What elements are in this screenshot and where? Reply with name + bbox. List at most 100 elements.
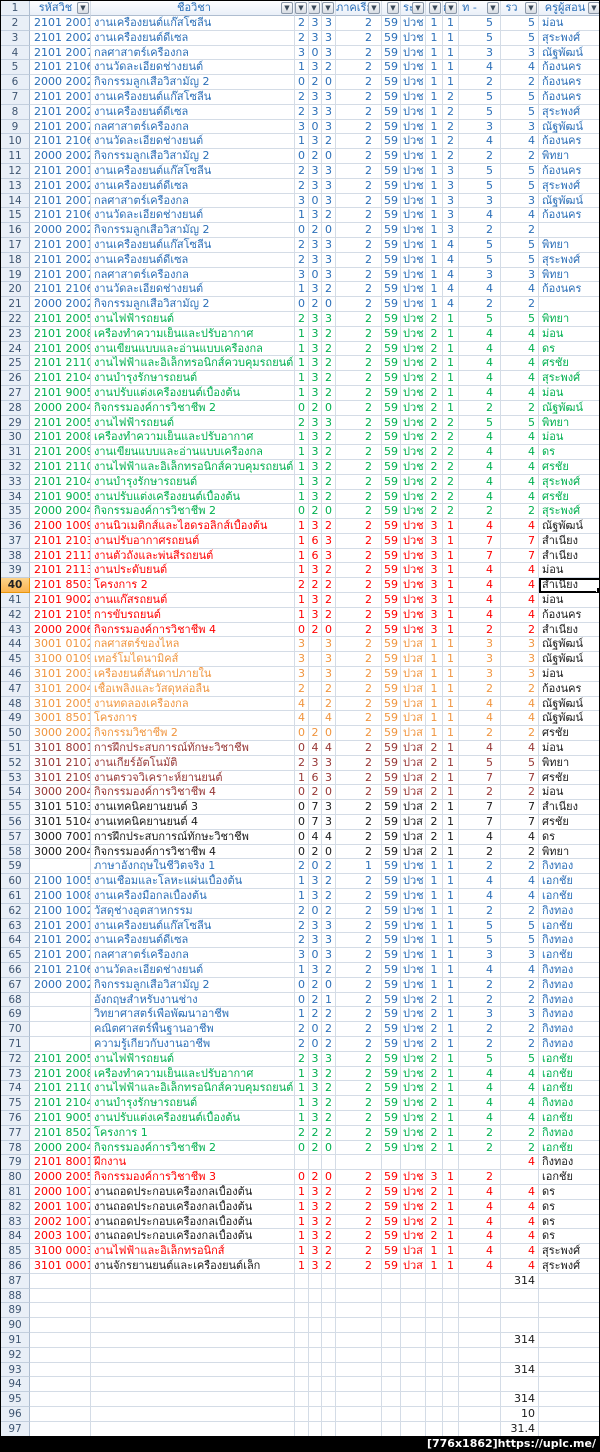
cell-total[interactable]: 2: [501, 75, 539, 90]
cell-hours-2[interactable]: 3: [309, 1199, 322, 1215]
cell-course-code[interactable]: 2101 2104: [30, 1096, 91, 1111]
cell-course-code[interactable]: 2000 1007: [30, 1184, 91, 1200]
cell-hours-total[interactable]: 2: [459, 622, 501, 638]
row-number[interactable]: 70: [1, 1022, 30, 1037]
cell-hours-1[interactable]: 3: [295, 637, 309, 653]
cell-teacher[interactable]: พิทยา: [539, 845, 599, 860]
row-number[interactable]: 58: [1, 844, 30, 860]
cell-hours-3[interactable]: 2: [322, 474, 336, 490]
cell-total[interactable]: 2: [501, 785, 539, 801]
cell-hours-2[interactable]: 4: [309, 829, 322, 845]
cell-class-year[interactable]: 3: [426, 563, 443, 579]
cell-teacher[interactable]: กิ่งทอง: [539, 1126, 599, 1141]
cell-hours-3[interactable]: 3: [322, 193, 336, 209]
cell-level[interactable]: ปวช: [401, 119, 426, 135]
cell-hours-2[interactable]: 3: [309, 889, 322, 904]
cell-hours-1[interactable]: 1: [295, 1258, 309, 1274]
cell-hours-3[interactable]: 2: [322, 208, 336, 224]
cell-hours-3[interactable]: [322, 1332, 336, 1348]
cell-hours-2[interactable]: 2: [309, 504, 322, 520]
cell-course-code[interactable]: 2101 2002: [30, 933, 91, 949]
cell-course-name[interactable]: งานปรับแต่งเครื่องยนต์เบื้องต้น: [91, 385, 295, 401]
cell-total[interactable]: 4: [501, 874, 539, 890]
cell-total[interactable]: 7: [501, 800, 539, 816]
cell-course-name[interactable]: งานเขียนแบบและอ่านแบบเครื่องกล: [91, 445, 295, 460]
cell-level[interactable]: ปวช: [401, 163, 426, 179]
cell-total[interactable]: 5: [501, 415, 539, 431]
cell-hours-total[interactable]: 4: [459, 889, 501, 904]
cell-hours-1[interactable]: 2: [295, 903, 309, 919]
cell-group[interactable]: 2: [443, 489, 459, 505]
cell-hours-2[interactable]: 2: [309, 992, 322, 1008]
row-number[interactable]: 69: [1, 1007, 30, 1023]
row-number[interactable]: 88: [1, 1288, 30, 1304]
cell-term[interactable]: 2: [336, 1036, 382, 1052]
cell-hours-total[interactable]: 2: [459, 297, 501, 312]
cell-level[interactable]: [401, 1347, 426, 1363]
cell-class-year[interactable]: 1: [426, 208, 443, 224]
row-number[interactable]: 37: [1, 533, 30, 549]
cell-hours-1[interactable]: 1: [295, 1184, 309, 1200]
cell-hours-2[interactable]: 3: [309, 1096, 322, 1111]
cell-level[interactable]: ปวช: [401, 519, 426, 534]
cell-class-year[interactable]: 2: [426, 1229, 443, 1245]
cell-group[interactable]: 1: [443, 755, 459, 771]
cell-course-name[interactable]: งานวัดละเอียดช่างยนต์: [91, 60, 295, 76]
cell-year[interactable]: [382, 1406, 401, 1422]
cell-hours-1[interactable]: 1: [295, 770, 309, 786]
cell-group[interactable]: 2: [443, 504, 459, 520]
cell-level[interactable]: ปวช: [401, 30, 426, 46]
cell-hours-2[interactable]: 3: [309, 1258, 322, 1274]
cell-hours-3[interactable]: 2: [322, 1184, 336, 1200]
cell-teacher[interactable]: สุระพงศ์: [539, 253, 599, 268]
cell-level[interactable]: ปวช: [401, 607, 426, 623]
cell-level[interactable]: ปวช: [401, 252, 426, 268]
cell-term[interactable]: 2: [336, 341, 382, 357]
cell-class-year[interactable]: 2: [426, 992, 443, 1008]
cell-hours-3[interactable]: 2: [322, 903, 336, 919]
cell-level[interactable]: ปวช: [401, 356, 426, 372]
cell-group[interactable]: 1: [443, 844, 459, 860]
cell-course-name[interactable]: งานเทคนิคยานยนต์ 4: [91, 815, 295, 830]
cell-year[interactable]: 59: [382, 282, 401, 298]
cell-level[interactable]: ปวส: [401, 1258, 426, 1274]
cell-hours-3[interactable]: 0: [322, 504, 336, 520]
cell-course-name[interactable]: การฝึกประสบการณ์ทักษะวิชาชีพ: [91, 829, 295, 845]
column-header-hours-2[interactable]: ▼: [309, 1, 322, 16]
cell-level[interactable]: ปวช: [401, 578, 426, 594]
cell-class-year[interactable]: 1: [426, 652, 443, 668]
cell-group[interactable]: 3: [443, 208, 459, 224]
cell-year[interactable]: 59: [382, 459, 401, 475]
filter-dropdown-icon[interactable]: ▼: [487, 2, 499, 14]
cell-group[interactable]: 2: [443, 459, 459, 475]
cell-term[interactable]: 2: [336, 104, 382, 120]
row-number[interactable]: 50: [1, 726, 30, 742]
cell-year[interactable]: 59: [382, 933, 401, 949]
cell-class-year[interactable]: 3: [426, 622, 443, 638]
cell-level[interactable]: ปวช: [401, 311, 426, 327]
cell-level[interactable]: ปวช: [401, 223, 426, 238]
cell-hours-3[interactable]: 2: [322, 519, 336, 534]
cell-hours-1[interactable]: 3: [295, 652, 309, 668]
cell-hours-2[interactable]: 3: [309, 474, 322, 490]
cell-teacher[interactable]: ศรชัย: [539, 815, 599, 830]
cell-class-year[interactable]: 2: [426, 1140, 443, 1156]
cell-year[interactable]: [382, 1303, 401, 1319]
cell-course-code[interactable]: 2100 1002: [30, 903, 91, 919]
cell-total[interactable]: 4: [501, 371, 539, 386]
cell-level[interactable]: ปวช: [401, 1229, 426, 1245]
cell-term[interactable]: 2: [336, 578, 382, 594]
cell-course-name[interactable]: เครื่องยนต์สันดาปภายใน: [91, 667, 295, 682]
row-number[interactable]: 12: [1, 163, 30, 179]
cell-hours-2[interactable]: [309, 637, 322, 653]
cell-total[interactable]: 314: [501, 1362, 539, 1378]
cell-hours-2[interactable]: [309, 1362, 322, 1378]
cell-total[interactable]: [501, 1288, 539, 1304]
cell-total[interactable]: 5: [501, 1051, 539, 1067]
cell-term[interactable]: 2: [336, 504, 382, 520]
cell-year[interactable]: 59: [382, 903, 401, 919]
cell-year[interactable]: 59: [382, 637, 401, 653]
row-number[interactable]: 27: [1, 385, 30, 401]
cell-level[interactable]: [401, 1318, 426, 1333]
row-number[interactable]: 47: [1, 681, 30, 697]
